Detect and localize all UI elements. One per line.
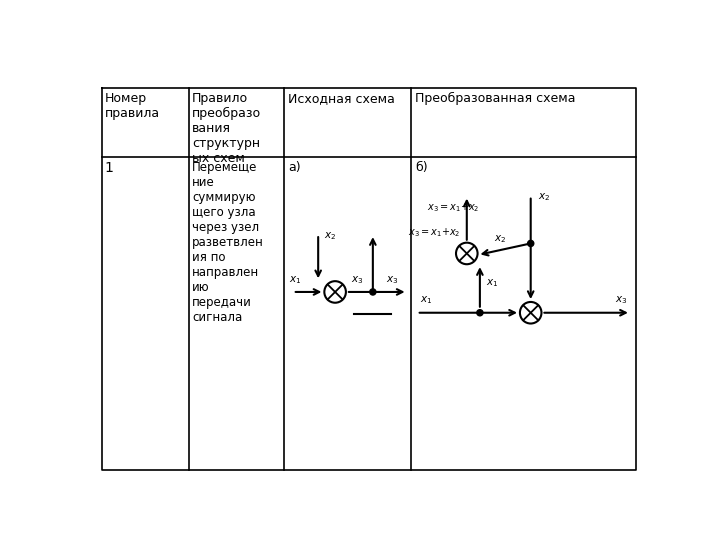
Text: $x_3{=}x_1{+}x_2$: $x_3{=}x_1{+}x_2$ xyxy=(408,226,460,239)
Text: Перемеще
ние
суммирую
щего узла
через узел
разветвлен
ия по
направлен
ию
передач: Перемеще ние суммирую щего узла через уз… xyxy=(192,161,264,324)
Text: $x_3$: $x_3$ xyxy=(351,274,364,286)
Circle shape xyxy=(528,240,534,247)
Text: $x_1$: $x_1$ xyxy=(420,294,432,306)
Text: $x_2$: $x_2$ xyxy=(325,230,337,241)
Text: $x_1$: $x_1$ xyxy=(486,278,498,289)
Circle shape xyxy=(477,309,483,316)
Text: $x_3$: $x_3$ xyxy=(386,274,398,286)
Text: Преобразованная схема: Преобразованная схема xyxy=(415,92,576,105)
Circle shape xyxy=(370,289,376,295)
Text: $x_2$: $x_2$ xyxy=(539,191,551,203)
Text: $x_3{=}x_1{+}x_2$: $x_3{=}x_1{+}x_2$ xyxy=(427,201,480,214)
Text: а): а) xyxy=(288,161,301,174)
Text: Исходная схема: Исходная схема xyxy=(288,92,395,105)
Text: 1: 1 xyxy=(105,161,114,175)
Text: Номер
правила: Номер правила xyxy=(105,92,160,120)
Text: $x_3$: $x_3$ xyxy=(616,294,628,306)
Text: б): б) xyxy=(415,161,428,174)
Text: $x_2$: $x_2$ xyxy=(494,234,506,246)
Text: $x_1$: $x_1$ xyxy=(289,274,301,286)
Text: Правило
преобразо
вания
структурн
ых схем: Правило преобразо вания структурн ых схе… xyxy=(192,92,261,165)
